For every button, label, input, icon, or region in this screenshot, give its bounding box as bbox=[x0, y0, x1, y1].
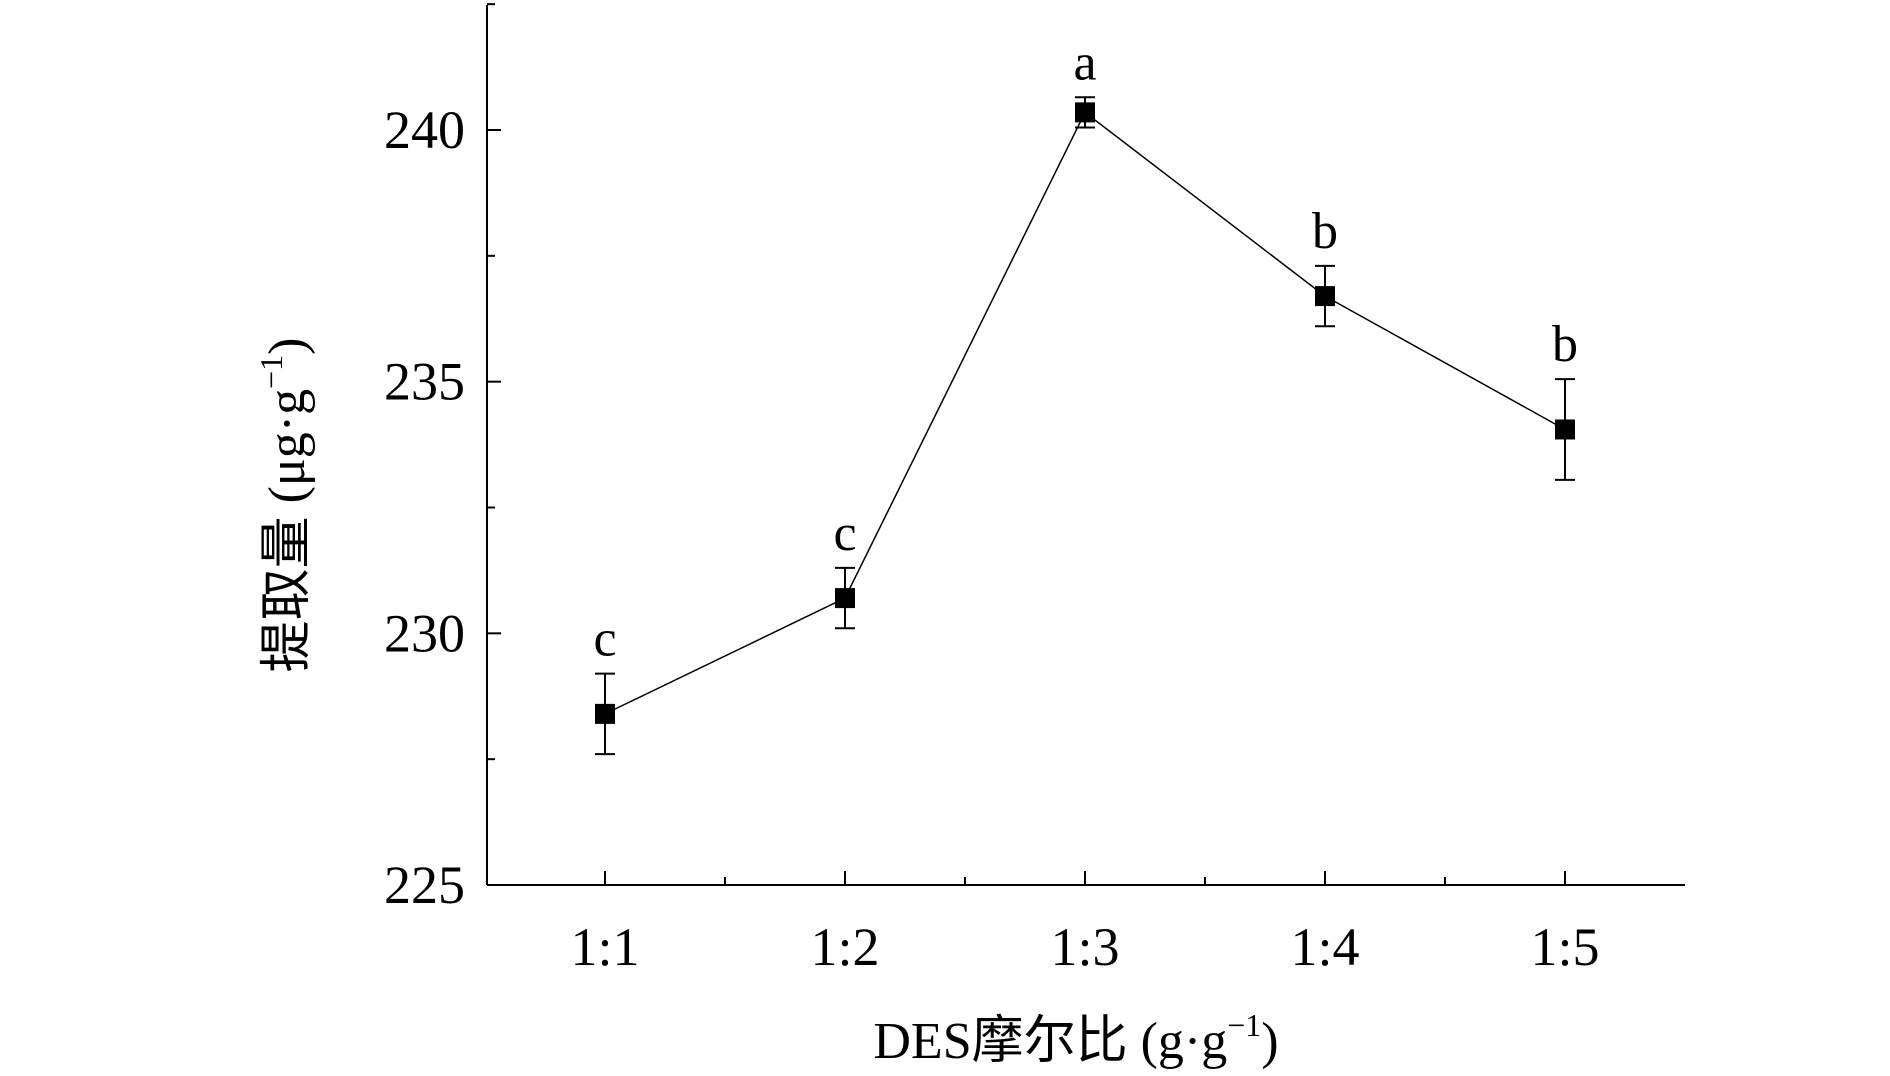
x-tick-label: 1:5 bbox=[1530, 917, 1599, 977]
y-tick-label: 225 bbox=[384, 855, 465, 915]
y-axis-title: 提取量 (μg·g−1) bbox=[253, 338, 316, 673]
series: c c a b b bbox=[593, 34, 1578, 756]
data-point bbox=[1555, 419, 1575, 440]
y-tick-label: 230 bbox=[384, 603, 465, 663]
x-tick-label: 1:1 bbox=[570, 917, 639, 977]
significance-label: b bbox=[1312, 203, 1338, 260]
significance-label: a bbox=[1073, 34, 1096, 91]
x-tick-label: 1:4 bbox=[1290, 917, 1359, 977]
x-tick-label: 1:3 bbox=[1050, 917, 1119, 977]
data-point bbox=[1315, 286, 1335, 307]
series-line bbox=[604, 111, 1566, 715]
x-tick-label: 1:2 bbox=[810, 917, 879, 977]
ticks: 225 230 235 240 1:1 1:2 1:3 1:4 1:5 bbox=[384, 3, 1600, 977]
significance-label: c bbox=[833, 505, 856, 562]
y-tick-label: 235 bbox=[384, 352, 465, 412]
axes bbox=[486, 5, 1685, 886]
significance-label: c bbox=[593, 611, 616, 668]
significance-label: b bbox=[1552, 316, 1578, 373]
data-point bbox=[595, 703, 615, 724]
data-point bbox=[835, 588, 855, 609]
x-axis-title: DES摩尔比 (g·g−1) bbox=[873, 1007, 1278, 1070]
y-tick-label: 240 bbox=[384, 100, 465, 160]
data-point bbox=[1075, 102, 1095, 123]
